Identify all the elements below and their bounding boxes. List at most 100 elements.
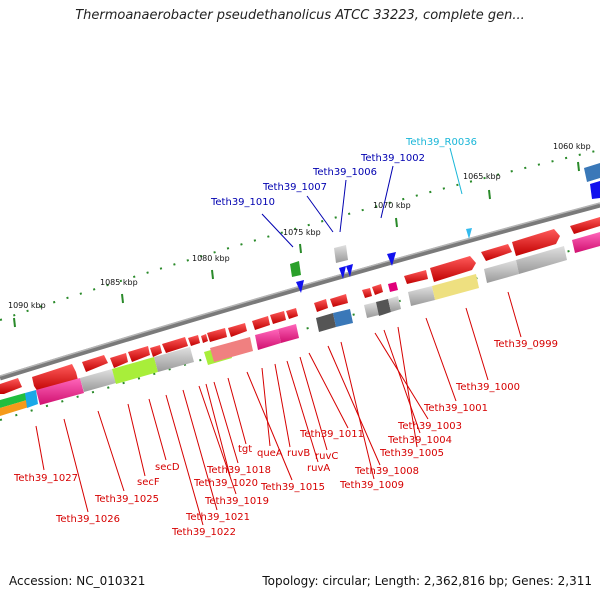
- leader-line: [205, 383, 231, 477]
- gene-label: Teth39_0999: [493, 339, 558, 350]
- function-block: [210, 337, 253, 362]
- function-block: [112, 357, 158, 384]
- gene-arrow: [162, 337, 188, 353]
- tick-mark: [121, 293, 124, 304]
- gene-label: Teth39_1027: [13, 473, 78, 484]
- function-block: [0, 393, 27, 408]
- function-block: [432, 274, 479, 300]
- gene-label: Teth39_1005: [379, 448, 444, 459]
- gene-label: Teth39_1007: [262, 182, 327, 193]
- gene-label: Teth39_1002: [360, 153, 425, 164]
- gene-arrow: [430, 256, 476, 282]
- gene-arrow: [228, 323, 247, 337]
- gene-label: Teth39_1004: [387, 435, 452, 446]
- leader-line: [213, 381, 239, 464]
- function-block: [154, 347, 194, 372]
- gene-arrow: [286, 308, 298, 319]
- small-gene-markers: [296, 181, 600, 293]
- gene-label: Teth39_1021: [185, 512, 250, 523]
- gene-label: ruvA: [307, 463, 330, 474]
- leader-line: [507, 291, 522, 338]
- gene-label: Teth39_1020: [193, 478, 258, 489]
- tick-mark: [488, 189, 491, 200]
- gene-arrow: [362, 288, 372, 298]
- leader-line: [465, 307, 489, 381]
- accession-text: Accession: NC_010321: [9, 574, 146, 588]
- function-block: [0, 400, 29, 416]
- leader-line: [127, 403, 146, 477]
- function-block: [333, 309, 353, 327]
- function-color-row: [0, 163, 600, 416]
- leader-line: [97, 410, 125, 492]
- gene-label: Teth39_1008: [354, 466, 419, 477]
- tick-mark: [395, 217, 398, 228]
- small-gene-icon: [387, 252, 396, 266]
- gene-label: tgt: [238, 444, 252, 455]
- leader-line: [182, 389, 218, 511]
- function-block: [388, 296, 401, 312]
- small-gene-icon: [339, 266, 346, 279]
- function-block: [316, 313, 336, 332]
- gene-label: Teth39_1015: [260, 482, 325, 493]
- leader-line: [261, 367, 271, 447]
- leader-line: [227, 377, 247, 445]
- gene-arrow: [201, 334, 208, 343]
- leader-line: [165, 394, 204, 526]
- gene-label: Teth39_1018: [206, 465, 271, 476]
- tick-mark: [577, 161, 580, 172]
- tick-label: 1060 kbp: [553, 142, 591, 151]
- leader-line: [383, 329, 421, 434]
- tick-label: 1075 kbp: [283, 228, 321, 237]
- leader-line: [246, 371, 293, 481]
- leader-line: [308, 352, 349, 429]
- leader-line: [299, 356, 328, 451]
- leader-line: [340, 341, 375, 480]
- gene-label: Teth39_R0036: [405, 137, 477, 148]
- function-block: [484, 260, 519, 283]
- leader-line: [261, 213, 294, 248]
- leader-line: [286, 360, 319, 463]
- tick-label: 1085 kbp: [100, 278, 138, 287]
- leader-line: [63, 418, 89, 513]
- gene-arrow: [481, 244, 512, 261]
- leader-line: [339, 179, 347, 233]
- function-block: [376, 299, 391, 316]
- small-gene-icon: [346, 264, 353, 277]
- leader-line: [274, 363, 291, 448]
- function-block: [408, 286, 435, 306]
- function-block: [334, 245, 348, 263]
- tick-label: 1080 kbp: [192, 254, 230, 263]
- function-block: [584, 163, 600, 182]
- label-leaders-blue: [261, 165, 394, 248]
- label-leaders-red: [35, 291, 522, 526]
- tick-label: 1070 kbp: [373, 201, 411, 210]
- gene-label: Teth39_1000: [455, 382, 520, 393]
- gene-arrow: [314, 299, 328, 312]
- gene-arrow: [207, 328, 227, 342]
- map-title: Thermoanaerobacter pseudethanolicus ATCC…: [75, 8, 525, 23]
- gene-arrow: [32, 364, 78, 392]
- gene-label: secD: [155, 462, 180, 473]
- tick-label: 1090 kbp: [8, 301, 46, 310]
- gene-label: Teth39_1026: [55, 514, 120, 525]
- gene-label: Teth39_1011: [299, 429, 364, 440]
- gene-arrow: [270, 311, 286, 324]
- gene-label: ruvB: [287, 448, 310, 459]
- gene-arrow: [82, 355, 108, 372]
- gene-arrow: [150, 345, 162, 357]
- function-block: [255, 329, 281, 350]
- function-block: [572, 232, 600, 253]
- function-block: [36, 378, 84, 405]
- function-block: [364, 302, 379, 318]
- outer-tick-track: [0, 149, 600, 328]
- topology-text: Topology: circular; Length: 2,362,816 bp…: [262, 574, 592, 588]
- gene-arrow: [330, 294, 348, 307]
- gene-arrow: [512, 229, 560, 256]
- leader-line: [148, 398, 167, 461]
- function-block: [290, 261, 301, 277]
- gene-label: queA: [257, 448, 283, 459]
- gene-label: Teth39_1010: [210, 197, 275, 208]
- leader-line: [35, 425, 45, 471]
- gene-label: secF: [137, 477, 160, 488]
